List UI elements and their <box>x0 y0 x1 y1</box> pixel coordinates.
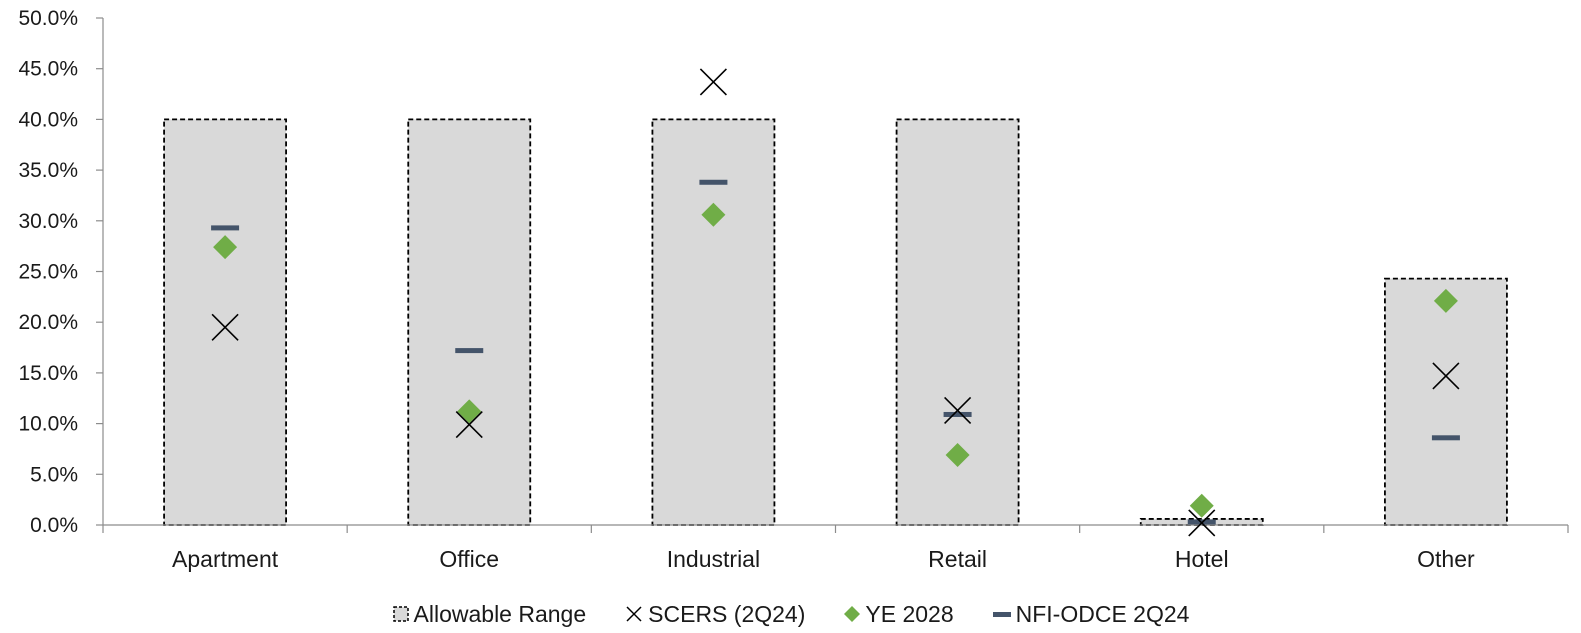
x-tick-label: Retail <box>928 546 987 572</box>
legend-item-ye-2028: YE 2028 <box>843 600 954 628</box>
y-tick-label: 45.0% <box>18 58 78 81</box>
x-tick-label: Other <box>1417 546 1475 572</box>
dash-marker-icon <box>992 612 1011 617</box>
legend-label: NFI-ODCE 2Q24 <box>1015 600 1190 627</box>
ye-2028-diamond <box>701 202 726 227</box>
y-tick-label: 25.0% <box>18 261 78 284</box>
range-bar <box>163 118 287 526</box>
y-tick-label: 35.0% <box>18 159 78 182</box>
scers-x-marker <box>699 68 727 96</box>
range-bar <box>407 118 532 526</box>
nfi-odce-dash <box>699 179 728 185</box>
legend-item-scers: SCERS (2Q24) <box>624 601 805 628</box>
scers-x-marker <box>455 411 483 439</box>
y-tick-label: 10.0% <box>18 413 78 436</box>
nfi-odce-dash <box>455 348 484 354</box>
y-tick-label: 40.0% <box>18 108 78 131</box>
legend-label: Allowable Range <box>413 600 587 627</box>
x-tick-label: Hotel <box>1175 546 1229 572</box>
y-tick-label: 30.0% <box>18 210 78 233</box>
nfi-odce-dash <box>211 225 240 231</box>
x-tick-label: Apartment <box>172 546 279 572</box>
nfi-odce-dash <box>1431 435 1460 441</box>
range-bar <box>651 118 776 526</box>
x-tick-label: Industrial <box>667 546 760 572</box>
x-tick-label: Office <box>439 546 499 572</box>
ye-2028-diamond <box>457 399 482 424</box>
ye-2028-diamond <box>1433 288 1458 313</box>
y-tick-label: 5.0% <box>30 463 78 486</box>
y-tick-label: 50.0% <box>18 7 78 30</box>
range-bar <box>1384 277 1508 526</box>
legend-label: YE 2028 <box>865 600 954 627</box>
nfi-odce-dash <box>943 411 972 417</box>
y-tick-label: 20.0% <box>18 311 78 334</box>
scers-x-marker <box>1188 509 1216 537</box>
y-tick-label: 15.0% <box>18 362 78 385</box>
range-swatch-icon <box>392 606 409 622</box>
x-marker-icon <box>626 606 642 622</box>
scers-x-marker <box>944 396 972 424</box>
scers-x-marker <box>211 313 239 341</box>
chart-plot: 0.0% 5.0% 10.0% 15.0% 20.0% 25.0% 30.0% 35.0% 40… <box>18 7 1569 572</box>
scers-x-marker <box>1432 362 1460 390</box>
diamond-marker-icon <box>844 606 861 622</box>
chart-legend: Allowable Range SCERS (2Q24) YE 2028 NFI… <box>0 596 1581 632</box>
y-tick-label: 0.0% <box>30 514 78 537</box>
ye-2028-diamond <box>945 443 970 468</box>
legend-item-allowable-range: Allowable Range <box>392 600 587 628</box>
legend-item-nfi-odce: NFI-ODCE 2Q24 <box>992 600 1190 628</box>
ye-2028-diamond <box>1189 493 1214 518</box>
ye-2028-diamond <box>213 235 238 260</box>
legend-label: SCERS (2Q24) <box>648 600 806 627</box>
